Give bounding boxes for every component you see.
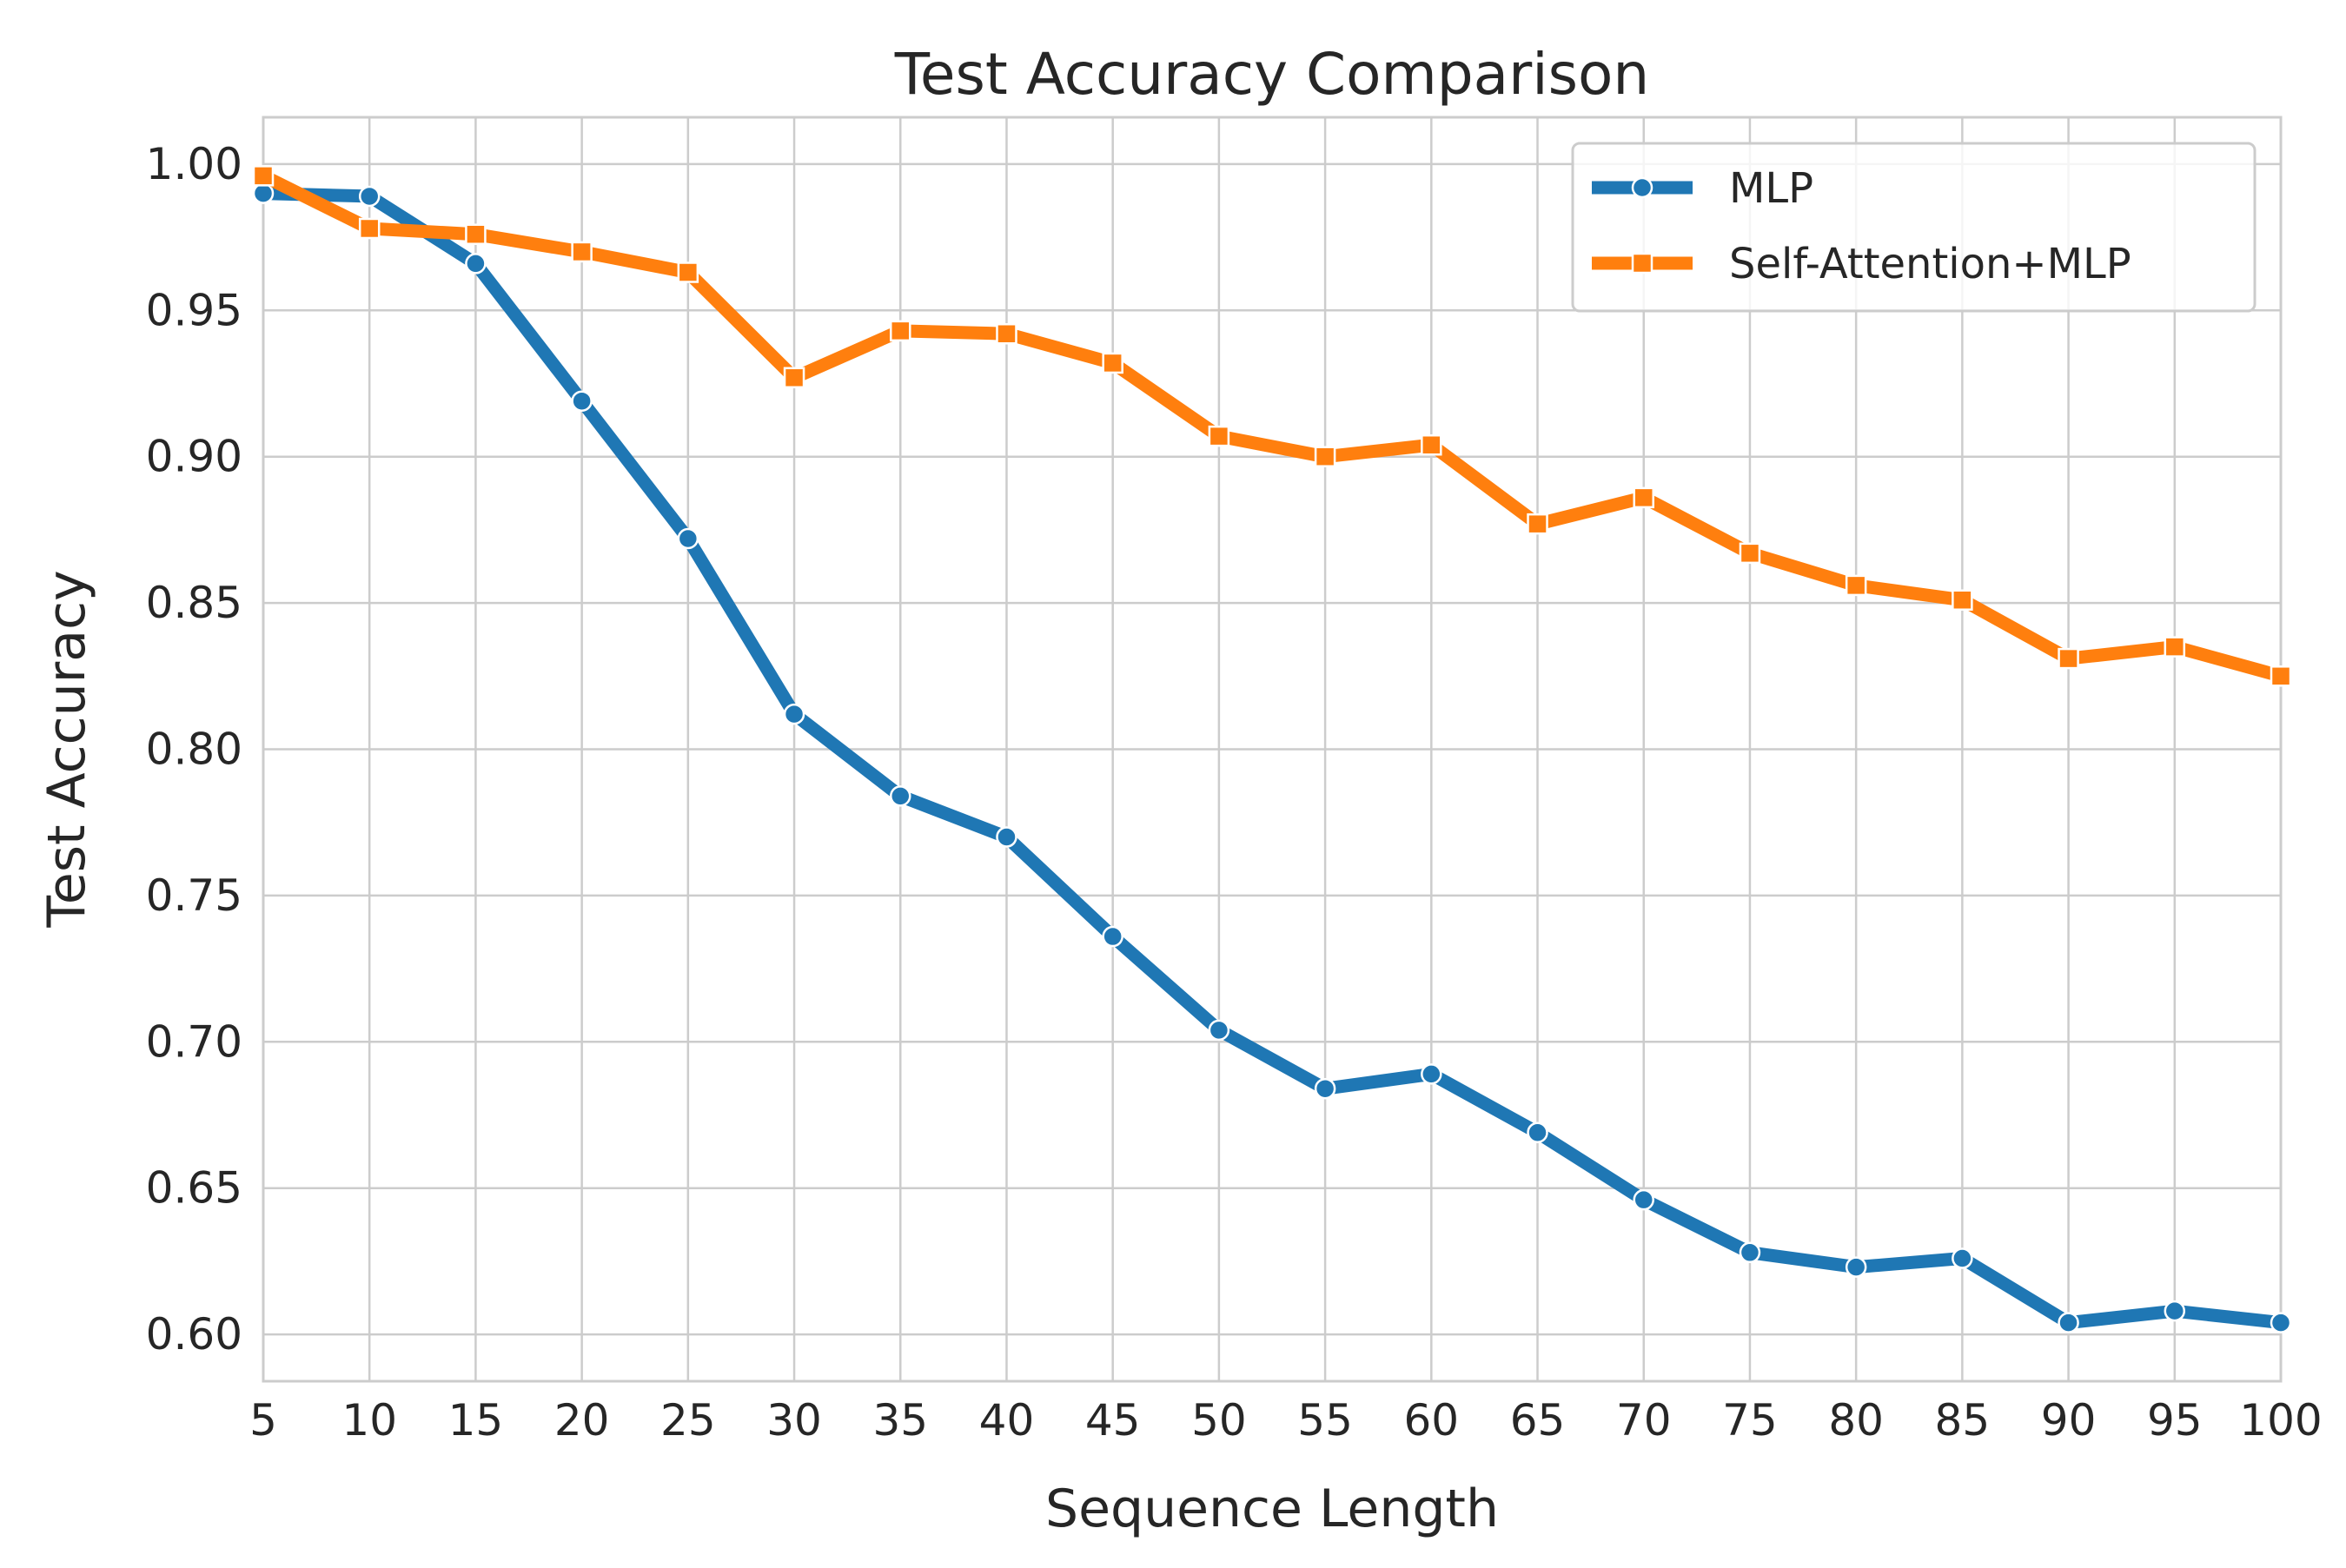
data-point [571,241,593,263]
y-tick-label: 0.85 [146,578,242,628]
data-point [2058,647,2079,670]
x-tick-label: 80 [1828,1395,1884,1446]
data-point [2270,1312,2292,1333]
legend-label: Self-Attention+MLP [1729,240,2131,288]
series-line [262,187,2282,1330]
data-point [1314,1077,1336,1100]
data-point [1952,1247,1973,1269]
data-point [1739,542,1761,565]
data-point [996,826,1017,848]
data-point [1102,352,1123,374]
x-tick-label: 20 [554,1395,610,1446]
data-point [2164,636,2186,658]
y-tick-label: 0.90 [146,432,242,482]
data-point [1527,1121,1548,1143]
y-tick-label: 0.75 [146,870,242,921]
x-tick-label: 35 [872,1395,928,1446]
y-axis-label: Test Accuracy [36,570,97,928]
y-tick-label: 0.95 [146,285,242,335]
y-tick-labels: 0.60 0.65 0.70 0.75 0.80 0.85 0.90 0.95 1.00 [146,139,242,1360]
x-tick-label: 100 [2239,1395,2322,1446]
legend: MLP Self-Attention+MLP [1571,142,2257,313]
data-point [1208,1019,1230,1042]
data-point [996,322,1017,345]
x-tick-labels: 5 10 15 20 25 30 35 40 45 50 55 60 65 70 75 80 85 90 95 100 [249,1395,2323,1446]
grid-lines [262,117,2283,1381]
x-tick-label: 40 [979,1395,1035,1446]
data-point [2270,665,2292,687]
series-self-attention-mlp [252,165,2292,687]
chart-title: Test Accuracy Comparison [894,41,1649,108]
y-tick-label: 0.70 [146,1016,242,1067]
x-axis-label: Sequence Length [1045,1479,1499,1539]
series-mlp [252,182,2292,1333]
x-tick-label: 95 [2147,1395,2203,1446]
data-point [252,165,275,187]
data-point [1845,1256,1867,1278]
x-tick-label: 60 [1404,1395,1460,1446]
data-point [1421,1063,1442,1085]
data-point [358,185,381,208]
data-point [2058,1312,2079,1333]
data-point [2164,1300,2186,1322]
y-tick-label: 1.00 [146,139,242,189]
data-point [465,223,487,245]
data-point [1421,433,1442,456]
x-tick-label: 70 [1616,1395,1672,1446]
x-tick-label: 85 [1935,1395,1991,1446]
data-point [1633,486,1654,509]
data-point [1102,925,1123,948]
x-tick-label: 65 [1510,1395,1566,1446]
y-tick-label: 0.60 [146,1309,242,1360]
data-point [1314,446,1336,467]
data-point [783,703,805,725]
series-group [252,165,2292,1333]
legend-label: MLP [1729,164,1813,213]
legend-marker [1631,176,1653,199]
x-tick-label: 5 [249,1395,277,1446]
data-point [465,253,487,275]
legend-marker [1631,252,1653,275]
data-point [571,390,593,412]
data-point [890,320,911,342]
data-point [358,217,381,240]
data-point [783,367,805,389]
data-point [890,785,911,807]
series-line [260,169,2283,683]
x-tick-label: 45 [1085,1395,1141,1446]
data-point [677,261,699,283]
x-tick-label: 25 [660,1395,716,1446]
data-point [677,527,699,550]
y-tick-label: 0.65 [146,1163,242,1214]
data-point [1527,513,1548,535]
data-point [1952,589,1973,611]
x-tick-label: 15 [448,1395,504,1446]
x-tick-label: 90 [2041,1395,2097,1446]
data-point [1739,1241,1761,1264]
x-tick-label: 50 [1191,1395,1247,1446]
x-tick-label: 10 [341,1395,397,1446]
legend-items: MLP Self-Attention+MLP [1592,164,2131,288]
data-point [1845,574,1867,597]
data-point [252,182,275,204]
legend-frame [1571,142,2257,313]
y-tick-label: 0.80 [146,724,242,775]
x-tick-label: 55 [1297,1395,1353,1446]
x-tick-label: 30 [766,1395,822,1446]
data-point [1208,425,1230,447]
x-tick-label: 75 [1722,1395,1778,1446]
data-point [1633,1188,1654,1211]
